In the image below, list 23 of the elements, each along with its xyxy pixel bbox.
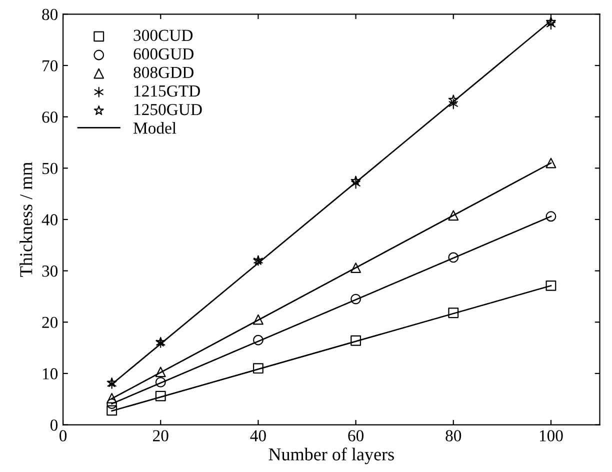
- y-tick-label: 0: [50, 420, 58, 431]
- y-tick-label: 40: [42, 214, 58, 226]
- legend-label: 1250GUD: [134, 104, 202, 116]
- y-tick-label: 50: [42, 162, 58, 174]
- legend-label: 600GUD: [134, 48, 194, 60]
- x-tick-label: 40: [250, 430, 266, 442]
- y-tick-label: 70: [42, 60, 58, 72]
- y-tick-label: 60: [42, 112, 58, 123]
- legend-label: Model: [134, 122, 176, 134]
- x-tick-label: 20: [153, 430, 168, 442]
- x-tick-label: 100: [540, 430, 563, 442]
- y-tick-label: 20: [42, 316, 58, 328]
- y-axis-title: Thickness / mm: [20, 162, 32, 277]
- legend-label: 300CUD: [134, 30, 193, 41]
- x-tick-label: 60: [348, 430, 364, 442]
- y-tick-label: 30: [42, 266, 58, 277]
- x-tick-label: 0: [60, 430, 67, 442]
- x-tick-label: 80: [446, 430, 462, 442]
- legend-label: 808GDD: [134, 66, 194, 78]
- x-axis-title: Number of layers: [268, 448, 394, 464]
- y-tick-label: 10: [42, 368, 58, 380]
- y-tick-label: 80: [42, 8, 58, 20]
- legend-label: 1215GTD: [134, 85, 200, 97]
